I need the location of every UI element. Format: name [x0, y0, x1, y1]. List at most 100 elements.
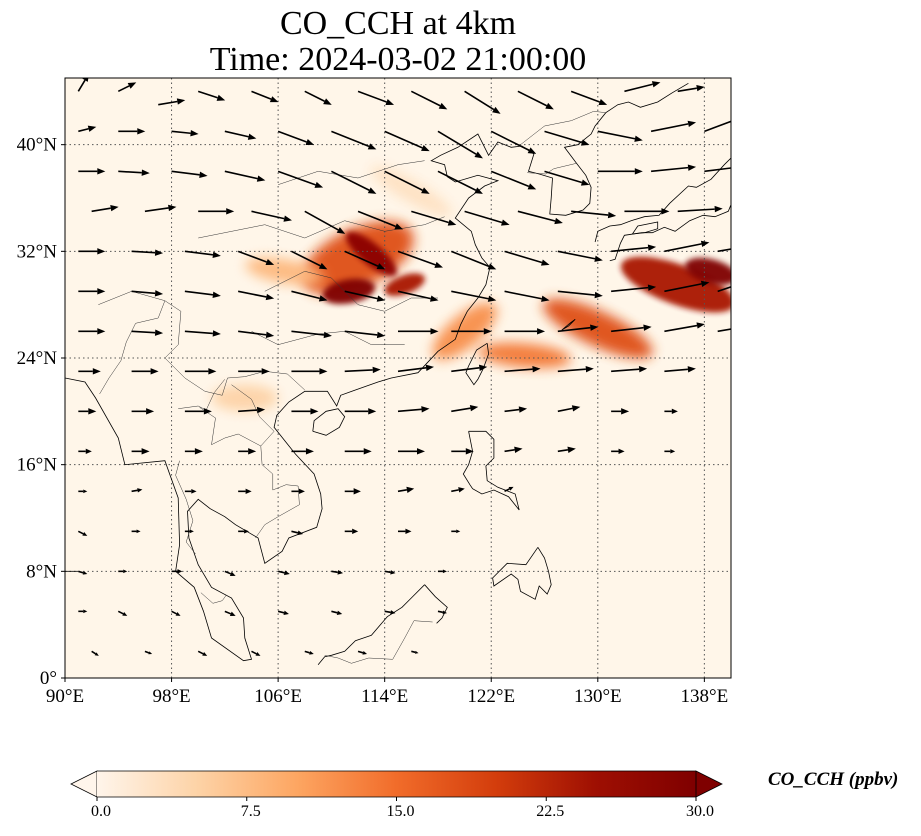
- colorbar-extend-max: [695, 770, 723, 798]
- wind-arrow: [131, 329, 164, 336]
- wind-arrow: [184, 250, 221, 259]
- wind-arrow: [557, 290, 603, 299]
- border-line: [264, 271, 438, 312]
- wind-arrow: [664, 280, 710, 293]
- wind-arrow: [411, 210, 457, 226]
- wind-arrow: [224, 170, 266, 182]
- wind-arrow: [464, 90, 501, 114]
- wind-arrow: [344, 330, 386, 339]
- wind-arrow: [677, 84, 705, 93]
- wind-arrow: [384, 130, 430, 152]
- wind-arrow: [344, 408, 377, 415]
- wind-arrow: [184, 529, 194, 534]
- wind-arrow: [78, 288, 106, 295]
- wind-arrow: [517, 210, 563, 225]
- colorbar-gradient: [97, 771, 696, 797]
- colorbar-tick-label: 30.0: [686, 803, 714, 820]
- wind-arrow: [397, 486, 415, 494]
- wind-arrow: [131, 529, 141, 534]
- wind-arrow: [504, 406, 528, 413]
- wind-arrow: [277, 170, 324, 188]
- plume-sichuan-plume: [245, 257, 325, 286]
- wind-arrow: [357, 210, 404, 230]
- lat-tick-label: 24°N: [17, 348, 58, 369]
- colorbar: 0.0 7.5 15.0 22.5 30.0: [70, 770, 723, 820]
- border-line: [199, 407, 300, 539]
- lat-tick-label: 0°: [40, 668, 57, 689]
- wind-arrow: [251, 210, 292, 222]
- wind-arrow: [238, 448, 257, 455]
- wind-arrow: [611, 408, 630, 415]
- wind-arrow: [717, 248, 731, 253]
- wind-arrow: [398, 528, 412, 535]
- wind-arrow: [291, 488, 305, 495]
- wind-arrow: [611, 324, 652, 333]
- colorbar-tick-label: 7.5: [241, 803, 261, 820]
- wind-arrow: [78, 125, 97, 133]
- wind-arrow: [238, 406, 266, 414]
- wind-arrow: [490, 170, 537, 190]
- wind-arrow: [78, 408, 97, 415]
- wind-arrow: [197, 90, 226, 101]
- border-line: [278, 160, 425, 185]
- wind-arrow: [664, 240, 710, 253]
- coastline: [465, 342, 490, 386]
- wind-arrow: [437, 170, 483, 194]
- wind-arrow: [131, 488, 143, 493]
- wind-arrow: [277, 570, 290, 576]
- wind-arrow: [664, 366, 696, 373]
- border-line: [231, 384, 275, 447]
- wind-arrow: [251, 650, 261, 656]
- border-line: [175, 460, 196, 555]
- coastline: [609, 204, 731, 262]
- wind-arrow: [238, 330, 275, 339]
- wind-arrow: [171, 569, 183, 574]
- wind-arrow: [118, 169, 150, 176]
- wind-arrow: [331, 130, 377, 150]
- wind-arrow: [77, 78, 89, 92]
- wind-arrow: [611, 244, 657, 253]
- wind-arrow: [184, 330, 221, 337]
- wind-arrow: [291, 408, 319, 415]
- wind-arrow: [557, 446, 576, 453]
- map-title-time: Time: 2024-03-02 21:00:00: [209, 41, 587, 78]
- border-line: [527, 163, 577, 175]
- coastline: [462, 430, 520, 511]
- wind-arrow: [704, 167, 731, 173]
- wind-arrow: [397, 406, 430, 413]
- coastline: [492, 547, 552, 600]
- map-gridlines: [65, 78, 731, 678]
- wind-arrow: [237, 250, 275, 266]
- border-line: [98, 291, 305, 396]
- wind-arrow: [597, 130, 643, 142]
- wind-arrow: [78, 609, 88, 614]
- lon-tick-label: 98°E: [152, 686, 190, 707]
- wind-arrow: [451, 290, 497, 302]
- wind-arrow: [611, 284, 657, 293]
- wind-arrow: [197, 650, 208, 656]
- wind-arrow: [664, 408, 678, 415]
- wind-arrow: [331, 170, 377, 194]
- plume-ocean-band-south: [478, 342, 571, 368]
- wind-arrow: [184, 408, 212, 415]
- wind-arrow: [78, 570, 88, 575]
- wind-arrow: [238, 290, 275, 301]
- lat-tick-label: 32°N: [17, 241, 58, 262]
- wind-arrow: [291, 250, 328, 270]
- wind-arrow: [304, 90, 332, 105]
- wind-arrow: [184, 488, 197, 494]
- lat-tick-label: 40°N: [17, 135, 58, 156]
- plume-central-china-core-a: [322, 278, 376, 305]
- longitude-axis: 90°E 98°E 106°E 114°E 122°E 130°E 138°E: [46, 678, 728, 707]
- wind-arrow: [344, 528, 359, 535]
- wind-arrow: [557, 250, 603, 262]
- wind-arrow: [717, 286, 731, 293]
- wind-arrow: [397, 250, 443, 268]
- wind-arrow: [397, 364, 434, 373]
- wind-arrow: [504, 486, 514, 493]
- wind-arrow: [677, 205, 723, 213]
- coastlines: [65, 82, 731, 665]
- wind-arrow: [451, 328, 492, 335]
- wind-arrow: [198, 208, 235, 215]
- wind-arrow: [504, 366, 541, 373]
